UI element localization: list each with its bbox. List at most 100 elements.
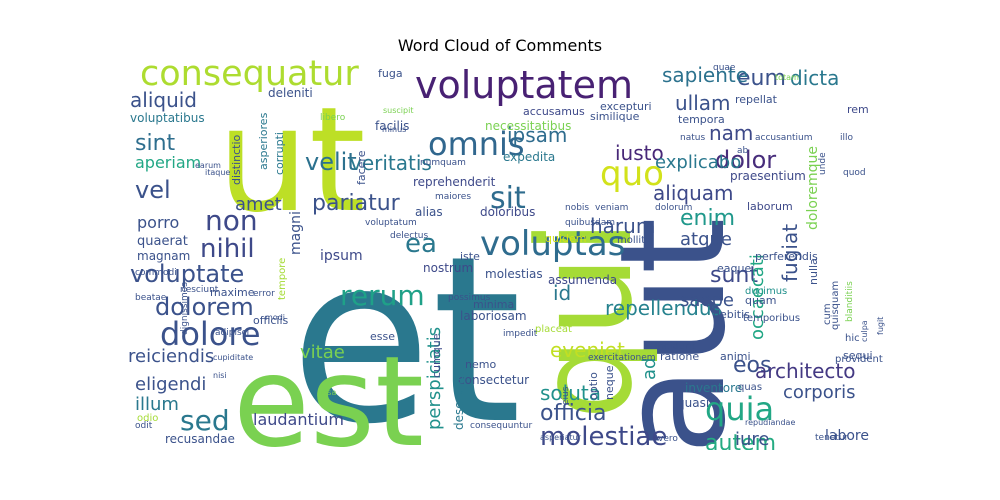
word-occaecati: occaecati: [747, 254, 768, 340]
word-eligendi: eligendi: [135, 374, 206, 395]
word-distinctio: distinctio: [230, 134, 243, 185]
word-excepturi: excepturi: [600, 100, 652, 113]
word-sequi: sequi: [843, 349, 873, 362]
word-voluptatum: voluptatum: [365, 218, 417, 228]
word-molestias: molestias: [485, 267, 543, 281]
chart-title: Word Cloud of Comments: [397, 36, 603, 55]
word-maiores: maiores: [435, 192, 471, 202]
word-incidunt: incidunt: [655, 341, 695, 352]
word-rem: rem: [847, 103, 869, 116]
word-sed: sed: [180, 404, 230, 437]
word-fugiat: fugiat: [778, 224, 802, 282]
word-qui: qui: [509, 219, 661, 420]
word-quisquam: quisquam: [830, 281, 841, 330]
word-eaque: eaque: [717, 262, 751, 275]
word-dolore: dolore: [160, 315, 261, 353]
word-ipsam: ipsam: [507, 123, 567, 147]
word-esse: esse: [370, 330, 395, 343]
word-iusto: iusto: [615, 141, 664, 165]
word-dicta: dicta: [790, 66, 839, 90]
word-possimus: possimus: [448, 293, 491, 303]
word-voluptatibus: voluptatibus: [130, 111, 205, 125]
word-magnam: magnam: [137, 249, 190, 263]
word-totam: totam: [775, 73, 799, 82]
word-veritatis: veritatis: [350, 151, 432, 175]
word-doloribus: doloribus: [480, 205, 535, 219]
word-enim: enim: [680, 206, 735, 231]
word-vitae: vitae: [300, 342, 345, 363]
word-dolorem: dolorem: [155, 293, 254, 321]
word-repellendus: repellendus: [605, 296, 722, 320]
word-officia: officia: [540, 401, 606, 426]
word-natus: natus: [680, 133, 705, 143]
word-ullam: ullam: [675, 91, 731, 115]
word-expedita: expedita: [503, 150, 555, 164]
word-nobis: nobis: [565, 203, 589, 213]
word-animi: animi: [720, 350, 751, 363]
word-facilis: facilis: [375, 119, 409, 133]
word-asperiores: asperiores: [257, 112, 270, 170]
word-consequatur: consequatur: [140, 60, 359, 94]
word-laudantium: laudantium: [253, 410, 344, 429]
word-consectetur: consectetur: [458, 373, 529, 387]
word-ratione: ratione: [660, 350, 699, 363]
word-reiciendis: reiciendis: [128, 346, 214, 367]
word-reprehenderit: reprehenderit: [413, 175, 496, 189]
word-fugit: fugit: [876, 317, 885, 335]
word-similique: similique: [590, 110, 640, 123]
word-voluptate: voluptate: [130, 260, 244, 288]
word-quibusdam: quibusdam: [565, 218, 615, 228]
word-dolor: dolor: [715, 146, 776, 174]
word-necessitatibus: necessitatibus: [485, 119, 571, 133]
word-voluptatem: voluptatem: [415, 63, 633, 107]
word-aut: aut: [589, 217, 758, 450]
word-impedit: impedit: [503, 329, 538, 339]
word-suscipit: suscipit: [383, 106, 413, 115]
word-sit: sit: [490, 181, 526, 216]
word-modi: modi: [265, 313, 285, 322]
word-doloremque: doloremque: [805, 146, 821, 230]
word-cumque: cumque: [430, 333, 443, 378]
word-recusandae: recusandae: [165, 432, 235, 446]
word-beatae: beatae: [135, 293, 167, 303]
word-mollitia: mollitia: [617, 235, 654, 246]
word-aperiam: aperiam: [135, 153, 201, 172]
word-quas: quas: [738, 382, 762, 393]
word-repellat: repellat: [735, 93, 778, 106]
word-tempora: tempora: [678, 113, 725, 126]
word-sint: sint: [135, 131, 176, 156]
word-numquam: numquam: [420, 158, 466, 168]
word-dolorum: dolorum: [655, 203, 692, 213]
word-neque: neque: [603, 365, 616, 400]
word-perferendis: perferendis: [755, 250, 818, 263]
word-harum: harum: [590, 214, 655, 238]
word-nisi: nisi: [213, 371, 227, 380]
word-cupiditate: cupiditate: [213, 353, 253, 362]
word-itaque: itaque: [205, 168, 230, 177]
word-commodi: commodi: [135, 268, 177, 278]
word-ipsa: ipsa: [320, 388, 336, 397]
word-quod: quod: [843, 168, 866, 178]
word-soluta: soluta: [540, 381, 601, 405]
word-quasi: quasi: [677, 396, 709, 410]
word-quo: quo: [600, 154, 664, 194]
word-delectus: delectus: [390, 231, 428, 241]
word-explicabo: explicabo: [655, 152, 741, 173]
word-asperiatur: asperiatur: [540, 433, 582, 442]
word-accusantium: accusantium: [755, 133, 813, 143]
word-et: et: [290, 208, 522, 450]
word-id: id: [553, 281, 571, 305]
word-iste: iste: [460, 250, 480, 263]
word-eum: eum: [737, 66, 786, 91]
word-debitis: debitis: [713, 308, 750, 321]
word-aliquam: aliquam: [653, 181, 733, 205]
word-tempore: tempore: [277, 258, 288, 300]
word-vero: vero: [658, 434, 678, 444]
word-magni: magni: [288, 211, 304, 255]
word-ut: ut: [217, 76, 366, 245]
word-nesciunt: nesciunt: [180, 285, 219, 295]
word-nihil: nihil: [200, 234, 255, 264]
word-accusamus: accusamus: [523, 105, 585, 118]
word-ipsum: ipsum: [320, 248, 363, 264]
word-culpa: culpa: [860, 320, 869, 342]
